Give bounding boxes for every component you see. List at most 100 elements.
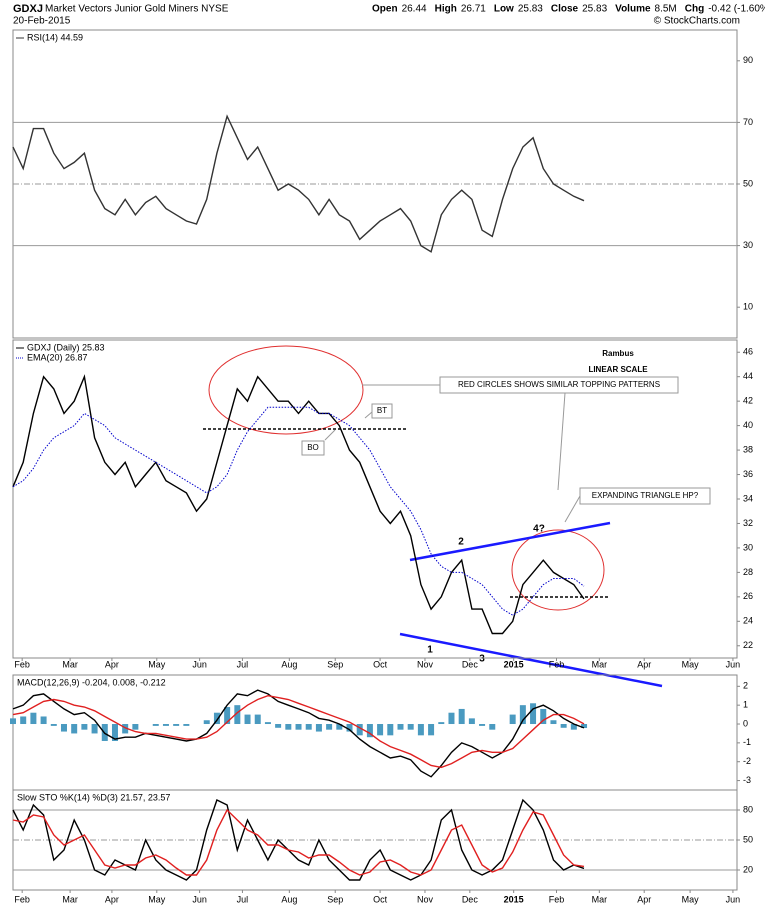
bar — [173, 724, 180, 726]
legend-label: GDXJ (Daily) 25.83 — [27, 342, 105, 352]
x-tick-label: Jun — [192, 894, 207, 904]
bar — [203, 720, 210, 725]
wave-label: 2 — [458, 537, 464, 548]
y-tick-label: 40 — [743, 420, 753, 430]
x-tick-label: Nov — [417, 894, 434, 904]
panel-title: Slow STO %K(14) %D(3) 21.57, 23.57 — [17, 792, 170, 802]
x-tick-label: Oct — [373, 894, 388, 904]
connector — [564, 495, 581, 523]
line — [12, 798, 585, 881]
y-tick-label: 46 — [743, 347, 753, 357]
bar — [60, 724, 67, 732]
bar — [213, 712, 220, 725]
bar — [295, 724, 302, 730]
x-tick-label: 2015 — [504, 659, 524, 669]
legend-label: RSI(14) 44.59 — [27, 32, 83, 42]
wave-label: 4? — [533, 524, 545, 535]
bar — [407, 724, 414, 730]
connector — [324, 429, 336, 441]
y-tick-label: 32 — [743, 518, 753, 528]
bar — [550, 720, 557, 725]
y-tick-label: 70 — [743, 117, 753, 127]
trend-line — [399, 632, 663, 688]
connector — [557, 392, 566, 491]
quote-value: -0.42 (-1.60%) — [708, 4, 765, 15]
y-tick-label: 80 — [743, 804, 753, 814]
annotation: EXPANDING TRIANGLE HP? — [592, 491, 699, 500]
legend-label: EMA(20) 26.87 — [27, 352, 88, 362]
annotation: BO — [307, 443, 319, 452]
annotation: BT — [377, 406, 387, 415]
quote-label: Open — [372, 4, 398, 15]
annotations: Rambus LINEAR SCALE RED CIRCLES SHOWS SI… — [203, 345, 711, 688]
bar — [581, 724, 588, 729]
y-tick-label: 24 — [743, 616, 753, 626]
bar — [152, 724, 159, 726]
trend-line — [409, 521, 611, 562]
x-tick-label: Aug — [281, 659, 297, 669]
circle — [511, 529, 605, 611]
bar — [560, 724, 567, 728]
y-tick-label: -1 — [743, 737, 751, 747]
annotation: Rambus — [602, 349, 634, 358]
x-tick-label: May — [682, 659, 700, 669]
x-tick-label: Jun — [192, 659, 207, 669]
quote-label: Close — [551, 4, 579, 15]
x-tick-label: Nov — [417, 659, 434, 669]
bar — [244, 714, 251, 725]
x-tick-label: Jul — [237, 659, 249, 669]
bar — [570, 724, 577, 730]
bar — [458, 708, 465, 725]
bar — [540, 708, 547, 725]
bar — [40, 716, 47, 725]
x-tick-label: Jun — [726, 659, 741, 669]
x-tick-label: Jun — [726, 894, 741, 904]
y-tick-label: 30 — [743, 542, 753, 552]
x-tick-label: May — [682, 894, 700, 904]
line — [12, 694, 585, 769]
quote-label: Low — [494, 4, 514, 15]
x-tick-label: Mar — [62, 659, 78, 669]
bar — [397, 724, 404, 730]
quote-value: 8.5M — [655, 4, 677, 15]
y-tick-label: 90 — [743, 55, 753, 65]
line — [12, 689, 585, 778]
line — [12, 374, 585, 635]
bar — [417, 724, 424, 736]
bar — [20, 716, 27, 725]
x-tick-label: Sep — [327, 659, 343, 669]
x-tick-label: Feb — [549, 894, 565, 904]
x-tick-label: Apr — [637, 659, 651, 669]
x-tick-label: Feb — [14, 894, 30, 904]
line — [12, 114, 585, 253]
quote-value: 25.83 — [518, 4, 543, 15]
bar — [509, 714, 516, 725]
y-tick-label: 50 — [743, 178, 753, 188]
x-tick-label: 2015 — [504, 894, 524, 904]
connector — [364, 411, 373, 419]
x-tick-label: Sep — [327, 894, 343, 904]
y-tick-label: 20 — [743, 864, 753, 874]
bar — [428, 724, 435, 736]
bar — [10, 718, 16, 725]
x-tick-label: Dec — [462, 894, 479, 904]
quote-label: Chg — [685, 4, 704, 15]
bar — [234, 705, 241, 725]
x-tick-label: Feb — [549, 659, 565, 669]
bar — [366, 724, 373, 738]
quote: Open 26.44 High 26.71 Low 25.83 Close 25.83 Volu… — [372, 4, 765, 15]
x-tick-label: May — [148, 659, 166, 669]
bar — [81, 724, 88, 730]
security-name: Market Vectors Junior Gold Miners NYSE — [45, 4, 229, 15]
bar — [387, 724, 394, 736]
bar — [336, 724, 343, 730]
bar — [315, 724, 322, 732]
x-tick-label: Mar — [62, 894, 78, 904]
y-tick-label: 42 — [743, 396, 753, 406]
y-tick-label: 10 — [743, 302, 753, 312]
bar — [479, 724, 486, 726]
line — [12, 808, 585, 876]
bar — [448, 712, 455, 725]
bar — [285, 724, 292, 730]
note-box — [371, 403, 393, 419]
